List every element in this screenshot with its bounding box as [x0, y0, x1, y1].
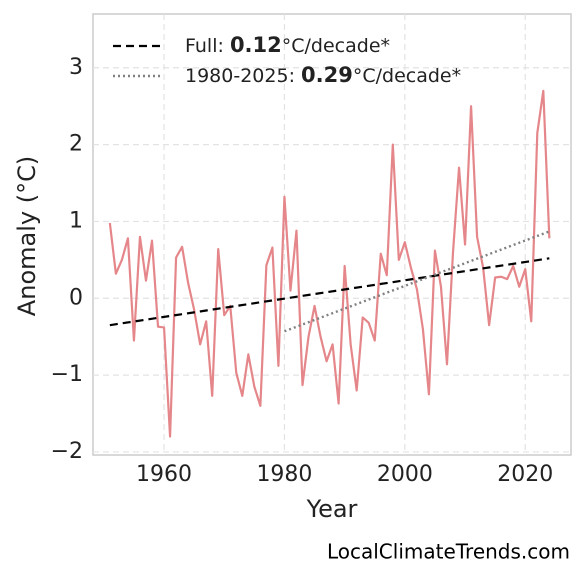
- legend-text-part: °C/decade*: [353, 65, 461, 87]
- y-tick-label: 0: [69, 285, 83, 310]
- y-tick-label: 3: [69, 55, 83, 80]
- y-axis-label: Anomaly (°C): [13, 156, 41, 316]
- legend-label: Full: 0.12°C/decade*: [185, 33, 390, 57]
- line-series: [284, 230, 550, 333]
- x-tick-label: 1960: [136, 462, 192, 487]
- legend-text-part: Full:: [185, 35, 230, 57]
- legend-text-part: 0.29: [301, 63, 353, 87]
- x-tick-label: 2000: [377, 462, 433, 487]
- line-series: [109, 257, 550, 327]
- y-tick-label: −1: [51, 362, 83, 387]
- x-axis-label: Year: [306, 495, 358, 523]
- legend-text-part: 0.12: [230, 33, 282, 57]
- x-tick-label: 2020: [497, 462, 553, 487]
- legend-text-part: °C/decade*: [282, 35, 390, 57]
- y-tick-label: 1: [69, 208, 83, 233]
- legend-label: 1980-2025: 0.29°C/decade*: [185, 63, 461, 87]
- x-tick-label: 1980: [256, 462, 312, 487]
- watermark: LocalClimateTrends.com: [327, 540, 570, 564]
- legend-text-part: 1980-2025:: [185, 65, 301, 87]
- y-tick-label: −2: [51, 439, 83, 464]
- line-series: [108, 89, 551, 438]
- y-tick-label: 2: [69, 132, 83, 157]
